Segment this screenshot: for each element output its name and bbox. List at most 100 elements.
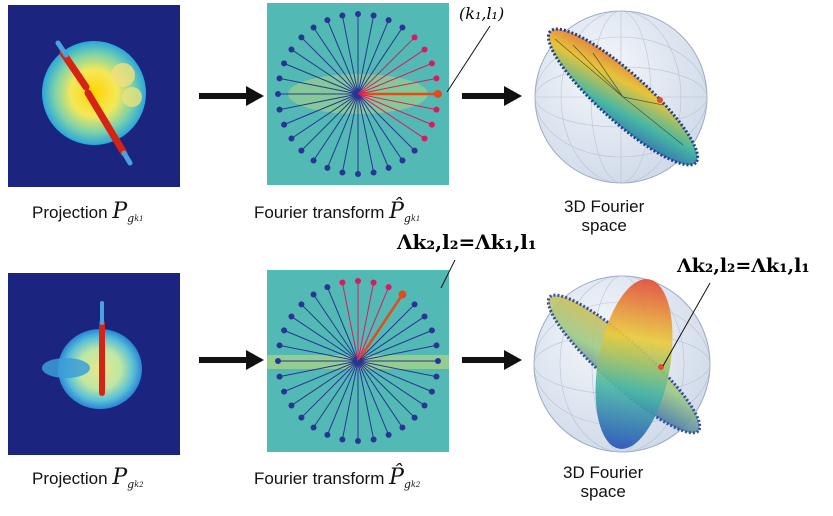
fourier-subsub-index: 1	[415, 215, 421, 223]
fourier-ray	[357, 286, 390, 362]
fourier-ray	[326, 19, 359, 95]
fourier-ray-endpoint	[324, 17, 331, 24]
fourier-ray-endpoint	[310, 424, 317, 431]
fourier-ray-endpoint	[385, 17, 392, 24]
projection-label: Projection	[32, 203, 108, 222]
fourier-ray	[356, 293, 404, 362]
fourier-ray-endpoint	[324, 431, 331, 438]
fourier-ray	[313, 360, 359, 428]
fourier-caption-1: Fourier transform P̂gk1	[254, 199, 420, 225]
lambda-equality-label: Λk₂,l₂=Λk₁,l₁	[397, 230, 537, 255]
fourier-ray	[279, 344, 359, 362]
lambda-equality-text: Λk₂,l₂=Λk₁,l₁	[397, 230, 537, 254]
fourier-ray	[301, 360, 359, 418]
fourier-ray-endpoint	[428, 327, 435, 334]
fourier-ray-endpoint	[310, 291, 317, 298]
fourier-ray	[341, 360, 359, 440]
fourier-ray-endpoint	[310, 24, 317, 31]
fourier-ray	[283, 329, 359, 362]
space-caption-line2: space	[581, 216, 627, 235]
projection-subsub: k	[134, 480, 140, 489]
fourier-ray-endpoint	[298, 34, 305, 41]
projection-image-2	[8, 273, 180, 455]
fourier-subsub: k	[410, 480, 416, 489]
fourier-ray-endpoint	[298, 147, 305, 154]
fourier-ray	[357, 304, 415, 362]
fourier-ray-endpoint	[428, 121, 435, 128]
fourier-ray	[357, 360, 415, 418]
fourier-ray-endpoint	[339, 12, 346, 19]
fourier-ray-endpoint	[398, 290, 407, 299]
fourier-ray	[357, 329, 433, 362]
fourier-ray	[357, 15, 375, 95]
fourier-label: Fourier transform	[254, 469, 385, 488]
fourier-ray-endpoint	[276, 75, 283, 82]
fourier-ray	[357, 344, 437, 362]
space-caption-line1: 3D Fourier	[563, 463, 644, 482]
fourier-ray-endpoint	[276, 106, 283, 113]
fourier-ray	[313, 27, 359, 95]
fourier-ray-endpoint	[385, 164, 392, 171]
fourier-ray-endpoint	[281, 60, 288, 67]
fourier-ray-endpoint	[411, 414, 418, 421]
space-caption-line1: 3D Fourier	[564, 197, 645, 216]
fourier-ray-endpoint	[288, 46, 295, 53]
fourier-ray-endpoint	[324, 284, 331, 291]
fourier-ray-endpoint	[310, 157, 317, 164]
fourier-ray	[357, 49, 425, 95]
fourier-ray-endpoint	[281, 388, 288, 395]
fourier-ray-endpoint	[411, 301, 418, 308]
fourier-ray-endpoint	[339, 279, 346, 286]
fourier-ray-endpoint	[281, 121, 288, 128]
projection-subsub: k	[134, 214, 140, 223]
fourier-caption-2: Fourier transform P̂gk2	[254, 465, 420, 491]
fourier-ray-endpoint	[433, 342, 440, 349]
fourier-ray-endpoint	[411, 34, 418, 41]
fourier-ray-endpoint	[421, 402, 428, 409]
fourier-ray	[291, 360, 359, 406]
fourier-ray	[357, 77, 437, 95]
fourier-ray	[357, 93, 437, 111]
fourier-ray	[283, 360, 359, 393]
projection-symbol: P	[112, 199, 128, 224]
fourier-ray-endpoint	[276, 342, 283, 349]
fourier-ray-endpoint	[428, 388, 435, 395]
fourier-ray-endpoint	[421, 313, 428, 320]
fourier-ray-endpoint	[421, 135, 428, 142]
fourier-ray	[357, 93, 433, 126]
fourier-image-1	[267, 3, 449, 185]
point-label-k1l1: (k₁,l₁)	[459, 4, 505, 23]
fourier-ray-endpoint	[385, 284, 392, 291]
fourier-label: Fourier transform	[254, 203, 385, 222]
fourier-ray-endpoint	[370, 12, 377, 19]
fourier-ray	[313, 294, 359, 362]
projection-sub: g	[127, 478, 135, 491]
fourier-ray-endpoint	[355, 438, 361, 444]
projection-subsub-index: 2	[139, 481, 144, 489]
fourier-ray	[357, 37, 415, 95]
fourier-ray	[357, 93, 415, 151]
fourier-ray	[326, 93, 359, 169]
fourier-ray-endpoint	[324, 164, 331, 171]
fourier-ray	[357, 282, 375, 362]
fourier-ray	[279, 93, 359, 111]
fourier-ray-endpoint	[339, 436, 346, 443]
fourier-ray-endpoint	[385, 431, 392, 438]
fourier-ray	[357, 360, 425, 406]
fourier-ray	[326, 286, 359, 362]
fourier-ray-endpoint	[355, 278, 361, 284]
fourier-ray	[357, 360, 433, 393]
fourier-ray-endpoint	[428, 60, 435, 67]
projection-label: Projection	[32, 469, 108, 488]
fourier-ray-endpoint	[370, 169, 377, 176]
fourier-subsub-index: 2	[415, 481, 421, 489]
fourier-ray	[291, 316, 359, 362]
fourier-ray	[301, 304, 359, 362]
lambda-equality-label-sphere: Λk₂,l₂=Λk₁,l₁	[677, 255, 810, 278]
fourier-ray-endpoint	[275, 91, 281, 97]
fourier-ray	[313, 93, 359, 161]
fourier-ray	[357, 62, 433, 95]
fourier-ray	[283, 62, 359, 95]
fourier-ray	[283, 93, 359, 126]
fourier-sub: g	[403, 212, 411, 225]
